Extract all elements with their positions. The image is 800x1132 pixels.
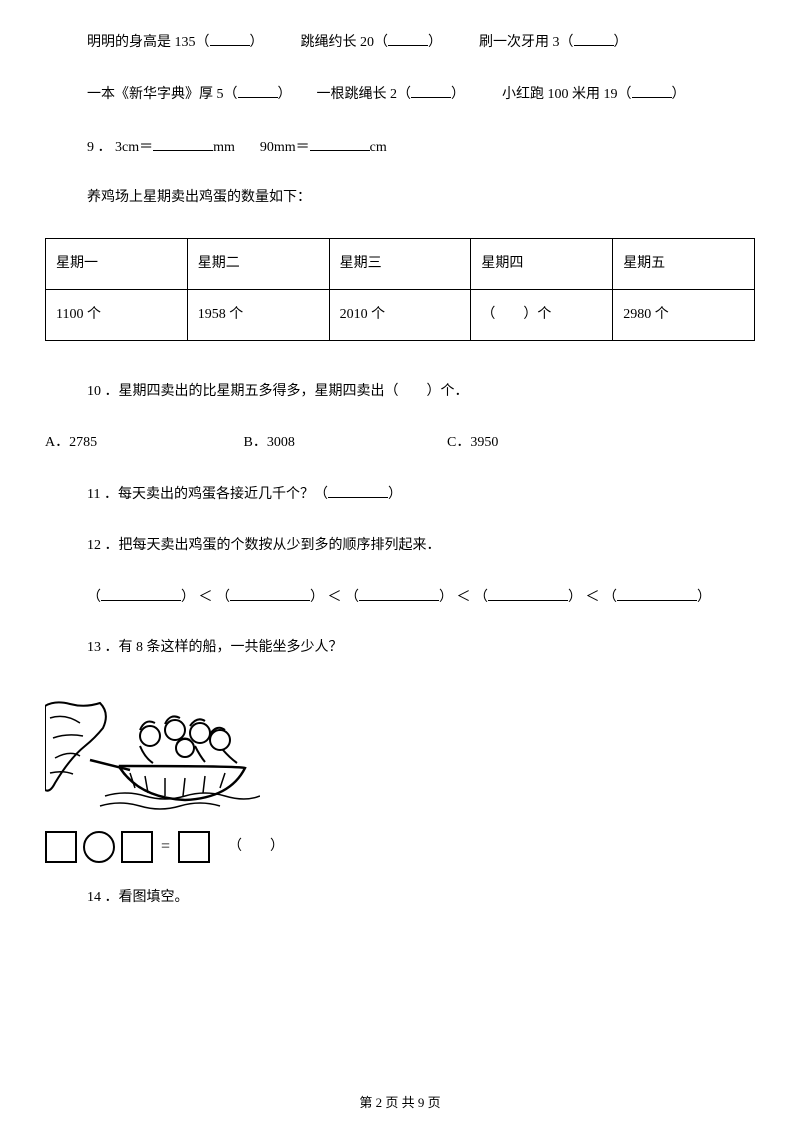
question-height: 明明的身高是 135（ ） 跳绳约长 20（ ） 刷一次牙用 3（ ） bbox=[45, 30, 755, 54]
blank[interactable] bbox=[411, 82, 451, 98]
text: ） bbox=[439, 590, 453, 605]
option-b[interactable]: B．3008 bbox=[244, 432, 444, 454]
blank[interactable] bbox=[617, 585, 697, 601]
table-cell: （ ）个 bbox=[471, 289, 613, 340]
table-cell: 1958 个 bbox=[187, 289, 329, 340]
blank[interactable] bbox=[632, 82, 672, 98]
text: cm bbox=[370, 140, 387, 155]
text: 11 ．每天卖出的鸡蛋各接近几千个？（ bbox=[87, 487, 328, 502]
text: （ bbox=[216, 590, 230, 605]
table-cell: 1100 个 bbox=[46, 289, 188, 340]
answer-box[interactable] bbox=[45, 831, 77, 863]
table-cell: 星期三 bbox=[329, 238, 471, 289]
text: ） bbox=[278, 87, 292, 102]
text: 小红跑 100 米用 19（ bbox=[502, 87, 632, 102]
text: 3cm＝ bbox=[115, 140, 153, 155]
text: 跳绳约长 20（ bbox=[301, 35, 389, 50]
equation-boxes: = （ ） bbox=[45, 831, 755, 863]
table-row: 星期一 星期二 星期三 星期四 星期五 bbox=[46, 238, 755, 289]
text: ＜ bbox=[582, 590, 603, 605]
text: ） bbox=[451, 87, 465, 102]
table-cell: 星期四 bbox=[471, 238, 613, 289]
blank[interactable] bbox=[359, 585, 439, 601]
blank[interactable] bbox=[230, 585, 310, 601]
option-a[interactable]: A．2785 bbox=[45, 432, 240, 454]
option-c[interactable]: C．3950 bbox=[447, 432, 498, 454]
question-dictionary: 一本《新华字典》厚 5（ ） 一根跳绳长 2（ ） 小红跑 100 米用 19（ ） bbox=[45, 82, 755, 106]
text: ） bbox=[428, 35, 442, 50]
blank[interactable] bbox=[153, 135, 213, 151]
boat-icon bbox=[45, 688, 260, 813]
text: ＜ bbox=[324, 590, 345, 605]
text: ＜ bbox=[453, 590, 474, 605]
question-14: 14 ．看图填空。 bbox=[45, 887, 755, 909]
text: ） bbox=[388, 487, 402, 502]
q-number: 9 bbox=[87, 140, 94, 155]
question-12: 12 ．把每天卖出鸡蛋的个数按从少到多的顺序排列起来． bbox=[45, 535, 755, 557]
text: ） bbox=[672, 87, 686, 102]
question-9: 9 ． 3cm＝ mm 90mm＝ cm bbox=[45, 135, 755, 159]
q-dot: ． bbox=[98, 140, 112, 155]
table-cell: 星期二 bbox=[187, 238, 329, 289]
blank[interactable] bbox=[210, 30, 250, 46]
text: ） bbox=[697, 590, 711, 605]
page-footer: 第 2 页 共 9 页 bbox=[0, 1093, 800, 1114]
question-13: 13 ．有 8 条这样的船，一共能坐多少人？ bbox=[45, 637, 755, 659]
table-cell: 星期一 bbox=[46, 238, 188, 289]
text: 一根跳绳长 2（ bbox=[317, 87, 412, 102]
text: ＜ bbox=[195, 590, 216, 605]
blank[interactable] bbox=[488, 585, 568, 601]
text: ） bbox=[568, 590, 582, 605]
text: ） bbox=[310, 590, 324, 605]
text: mm bbox=[213, 140, 235, 155]
boat-illustration bbox=[45, 688, 755, 821]
blank[interactable] bbox=[238, 82, 278, 98]
answer-box[interactable] bbox=[121, 831, 153, 863]
text: ） bbox=[181, 590, 195, 605]
blank[interactable] bbox=[101, 585, 181, 601]
table-cell: 星期五 bbox=[613, 238, 755, 289]
table-row: 1100 个 1958 个 2010 个 （ ）个 2980 个 bbox=[46, 289, 755, 340]
blank[interactable] bbox=[574, 30, 614, 46]
question-10: 10 ．星期四卖出的比星期五多得多，星期四卖出（ ）个． bbox=[45, 381, 755, 403]
text: 刷一次牙用 3（ bbox=[479, 35, 574, 50]
question-11: 11 ．每天卖出的鸡蛋各接近几千个？（ ） bbox=[45, 482, 755, 506]
blank[interactable] bbox=[310, 135, 370, 151]
text: （ bbox=[474, 590, 488, 605]
operator-circle[interactable] bbox=[83, 831, 115, 863]
equals-sign: = bbox=[161, 834, 170, 860]
table-cell: 2980 个 bbox=[613, 289, 755, 340]
text: ） bbox=[614, 35, 628, 50]
answer-box[interactable] bbox=[178, 831, 210, 863]
egg-intro: 养鸡场上星期卖出鸡蛋的数量如下： bbox=[45, 187, 755, 209]
question-12-compare: （ ） ＜ （ ） ＜ （ ） ＜ （ ） ＜ （ ） bbox=[45, 585, 755, 609]
text: （ bbox=[87, 590, 101, 605]
text: 90mm＝ bbox=[260, 140, 310, 155]
question-10-options: A．2785 B．3008 C．3950 bbox=[45, 432, 755, 454]
text: ） bbox=[250, 35, 264, 50]
blank[interactable] bbox=[328, 482, 388, 498]
egg-table: 星期一 星期二 星期三 星期四 星期五 1100 个 1958 个 2010 个… bbox=[45, 238, 755, 342]
text: （ bbox=[345, 590, 359, 605]
unit-paren[interactable]: （ ） bbox=[228, 836, 284, 858]
text: （ bbox=[603, 590, 617, 605]
blank[interactable] bbox=[388, 30, 428, 46]
table-cell: 2010 个 bbox=[329, 289, 471, 340]
text: 明明的身高是 135（ bbox=[87, 35, 210, 50]
text: 一本《新华字典》厚 5（ bbox=[87, 87, 238, 102]
